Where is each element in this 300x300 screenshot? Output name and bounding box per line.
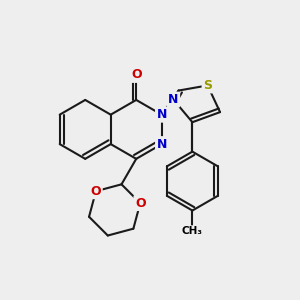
Text: O: O (91, 185, 101, 198)
Text: S: S (203, 79, 212, 92)
Text: CH₃: CH₃ (182, 226, 203, 236)
Text: O: O (135, 196, 146, 210)
Text: O: O (131, 68, 142, 81)
Text: N: N (168, 93, 178, 106)
Text: N: N (157, 138, 167, 151)
Text: N: N (157, 108, 167, 121)
